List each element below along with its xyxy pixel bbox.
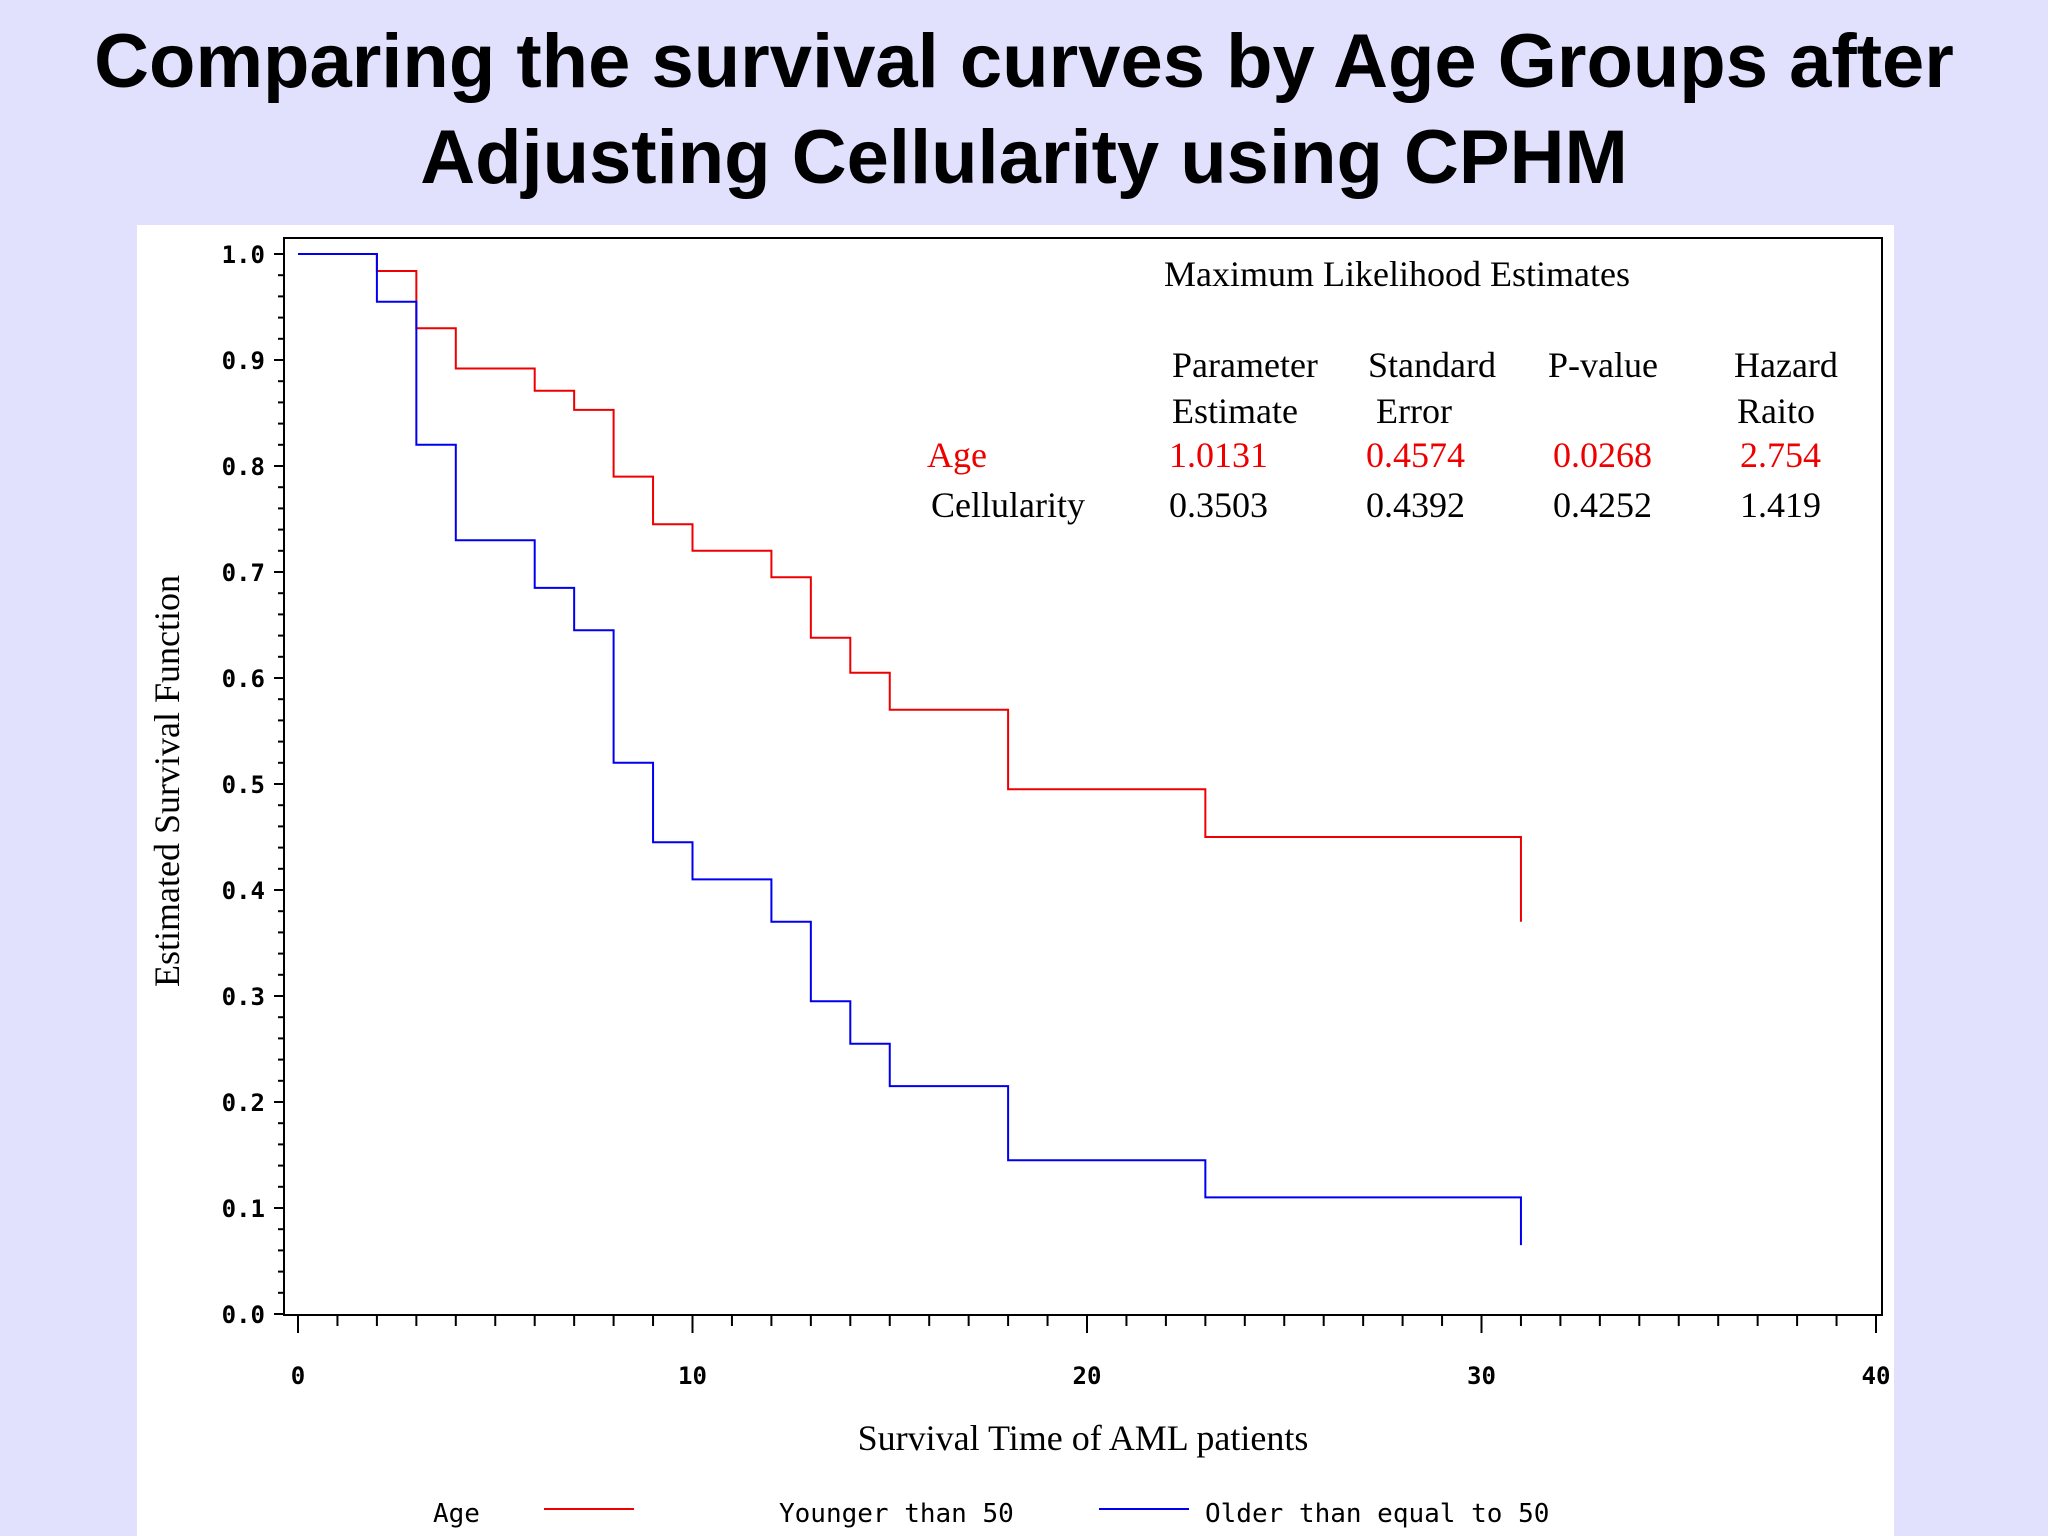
row-age-pvalue: 0.0268 — [1553, 435, 1652, 475]
y-tick-label: 0.6 — [222, 665, 265, 693]
col-header-4-line2: Raito — [1737, 391, 1815, 431]
row-cellularity-pvalue: 0.4252 — [1553, 485, 1652, 525]
x-tick-label: 0 — [291, 1362, 305, 1390]
row-cellularity-estimate: 0.3503 — [1169, 485, 1268, 525]
series-group — [298, 253, 1522, 1246]
y-tick-label: 0.5 — [222, 771, 265, 799]
y-tick-label: 0.8 — [222, 453, 265, 481]
legend-label-older: Older than equal to 50 — [1205, 1499, 1549, 1529]
row-age-hr: 2.754 — [1740, 435, 1821, 475]
slide-title: Comparing the survival curves by Age Gro… — [0, 14, 2048, 206]
table-title: Maximum Likelihood Estimates — [1164, 254, 1630, 294]
row-cellularity-hr: 1.419 — [1740, 485, 1821, 525]
x-tick-label: 30 — [1467, 1362, 1496, 1390]
estimates-table: Maximum Likelihood Estimates Parameter E… — [927, 254, 1838, 525]
survival-curve-younger — [298, 253, 1522, 922]
legend: Age Younger than 50 Older than equal to … — [433, 1499, 1549, 1529]
title-line-2: Adjusting Cellularity using CPHM — [420, 115, 1628, 200]
col-header-3-line1: P-value — [1548, 345, 1658, 385]
y-tick-label: 0.2 — [222, 1089, 265, 1117]
title-line-1: Comparing the survival curves by Age Gro… — [94, 19, 1954, 104]
col-header-2-line1: Standard — [1368, 345, 1496, 385]
survival-chart: 0.0 0.1 0.2 0.3 0.4 0.5 0.6 0.7 0.8 0.9 1.0 0 10 20 3… — [147, 237, 1891, 1529]
row-age-estimate: 1.0131 — [1169, 435, 1268, 475]
y-tick-label: 0.3 — [222, 983, 265, 1011]
row-age-se: 0.4574 — [1366, 435, 1465, 475]
chart-panel: 0.0 0.1 0.2 0.3 0.4 0.5 0.6 0.7 0.8 0.9 1.0 0 10 20 3… — [137, 225, 1894, 1536]
y-tick-label: 0.7 — [222, 559, 265, 587]
row-cellularity-label: Cellularity — [931, 485, 1085, 525]
col-header-1-line2: Estimate — [1172, 391, 1298, 431]
y-tick-labels: 0.0 0.1 0.2 0.3 0.4 0.5 0.6 0.7 0.8 0.9 1.0 — [222, 241, 265, 1329]
x-tick-label: 40 — [1862, 1362, 1891, 1390]
x-tick-labels: 0 10 20 30 40 — [291, 1362, 1891, 1390]
x-axis-title: Survival Time of AML patients — [858, 1418, 1309, 1458]
legend-title: Age — [433, 1499, 480, 1529]
plot-frame — [283, 237, 1883, 1316]
x-tick-label: 20 — [1073, 1362, 1102, 1390]
y-axis-title: Estimated Survival Function — [147, 575, 187, 987]
y-tick-label: 0.4 — [222, 877, 265, 905]
y-tick-label: 0.0 — [222, 1301, 265, 1329]
legend-label-younger: Younger than 50 — [779, 1499, 1014, 1529]
x-tick-label: 10 — [678, 1362, 707, 1390]
y-tick-label: 0.9 — [222, 347, 265, 375]
survival-curve-older — [298, 253, 1522, 1246]
col-header-1-line1: Parameter — [1172, 345, 1318, 385]
col-header-2-line2: Error — [1376, 391, 1452, 431]
axis-ticks — [274, 253, 1877, 1333]
col-header-4-line1: Hazard — [1734, 345, 1838, 385]
row-cellularity-se: 0.4392 — [1366, 485, 1465, 525]
y-tick-label: 0.1 — [222, 1195, 265, 1223]
row-age-label: Age — [927, 435, 987, 475]
y-tick-label: 1.0 — [222, 241, 265, 269]
